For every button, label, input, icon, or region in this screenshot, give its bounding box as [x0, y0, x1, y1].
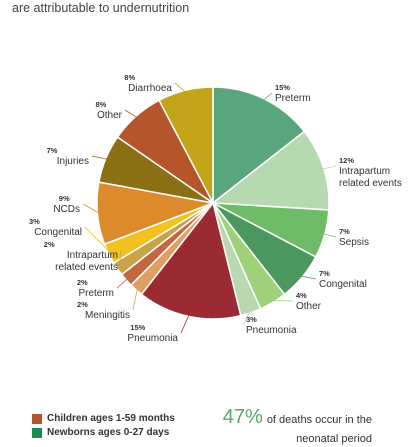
slice-percent-label: 9%: [59, 194, 70, 203]
slice-percent-label: 7%: [47, 146, 58, 155]
slice-percent-label: 15%: [130, 323, 145, 332]
slice-name-label: Congenital: [34, 227, 82, 238]
slice-percent-label: 12%: [339, 156, 354, 165]
neonatal-stat: 47%of deaths occur in the neonatal perio…: [204, 406, 372, 447]
slice-name-label: Pneumonia: [246, 325, 297, 336]
slice-percent-label: 8%: [96, 100, 107, 109]
legend-item-children: Children ages 1-59 months: [32, 412, 175, 425]
slice-name-label: Intrapartum: [67, 250, 118, 261]
legend-swatch-children: [32, 414, 42, 424]
legend-label-children: Children ages 1-59 months: [47, 413, 175, 424]
slice-percent-label: 4%: [296, 291, 307, 300]
slice-name-label: Diarrhoea: [128, 83, 172, 94]
slice-percent-label: 7%: [319, 269, 330, 278]
leader-line: [263, 93, 272, 101]
slice-name-label: Congenital: [319, 279, 367, 290]
slice-name-label: Sepsis: [339, 237, 369, 248]
legend-label-newborns: Newborns ages 0-27 days: [47, 427, 169, 438]
slice-name-label: related events: [339, 178, 402, 189]
legend-item-newborns: Newborns ages 0-27 days: [32, 426, 175, 439]
pie-slices: [97, 87, 329, 319]
slice-name-label: Pneumonia: [127, 333, 178, 344]
slice-percent-label: 3%: [29, 217, 40, 226]
slice-name-label: Injuries: [57, 156, 89, 167]
slice-percent-label: 8%: [124, 73, 135, 82]
slice-name-label: Other: [97, 110, 123, 121]
slice-percent-label: 2%: [77, 300, 88, 309]
slice-name-label: Preterm: [275, 93, 311, 104]
slice-name-label: NCDs: [53, 204, 80, 215]
slice-name-label: related events: [55, 262, 118, 273]
slice-percent-label: 7%: [339, 227, 350, 236]
leader-line: [125, 110, 137, 118]
leader-line: [181, 315, 189, 334]
stat-percent: 47%: [223, 406, 263, 428]
leader-line: [92, 156, 108, 159]
slice-name-label: Other: [296, 301, 322, 312]
stat-text: of deaths occur in the neonatal period: [267, 414, 372, 445]
legend-swatch-newborns: [32, 428, 42, 438]
slice-name-label: Meningitis: [85, 310, 130, 321]
slice-name-label: Intrapartum: [339, 166, 390, 177]
leader-line: [117, 279, 128, 288]
slice-percent-label: 3%: [246, 315, 257, 324]
slice-percent-label: 15%: [275, 83, 290, 92]
slice-name-label: Preterm: [78, 288, 114, 299]
leader-line: [133, 288, 137, 310]
slice-percent-label: 2%: [77, 278, 88, 287]
legend: Children ages 1-59 months Newborns ages …: [32, 412, 175, 440]
slice-percent-label: 2%: [44, 240, 55, 249]
